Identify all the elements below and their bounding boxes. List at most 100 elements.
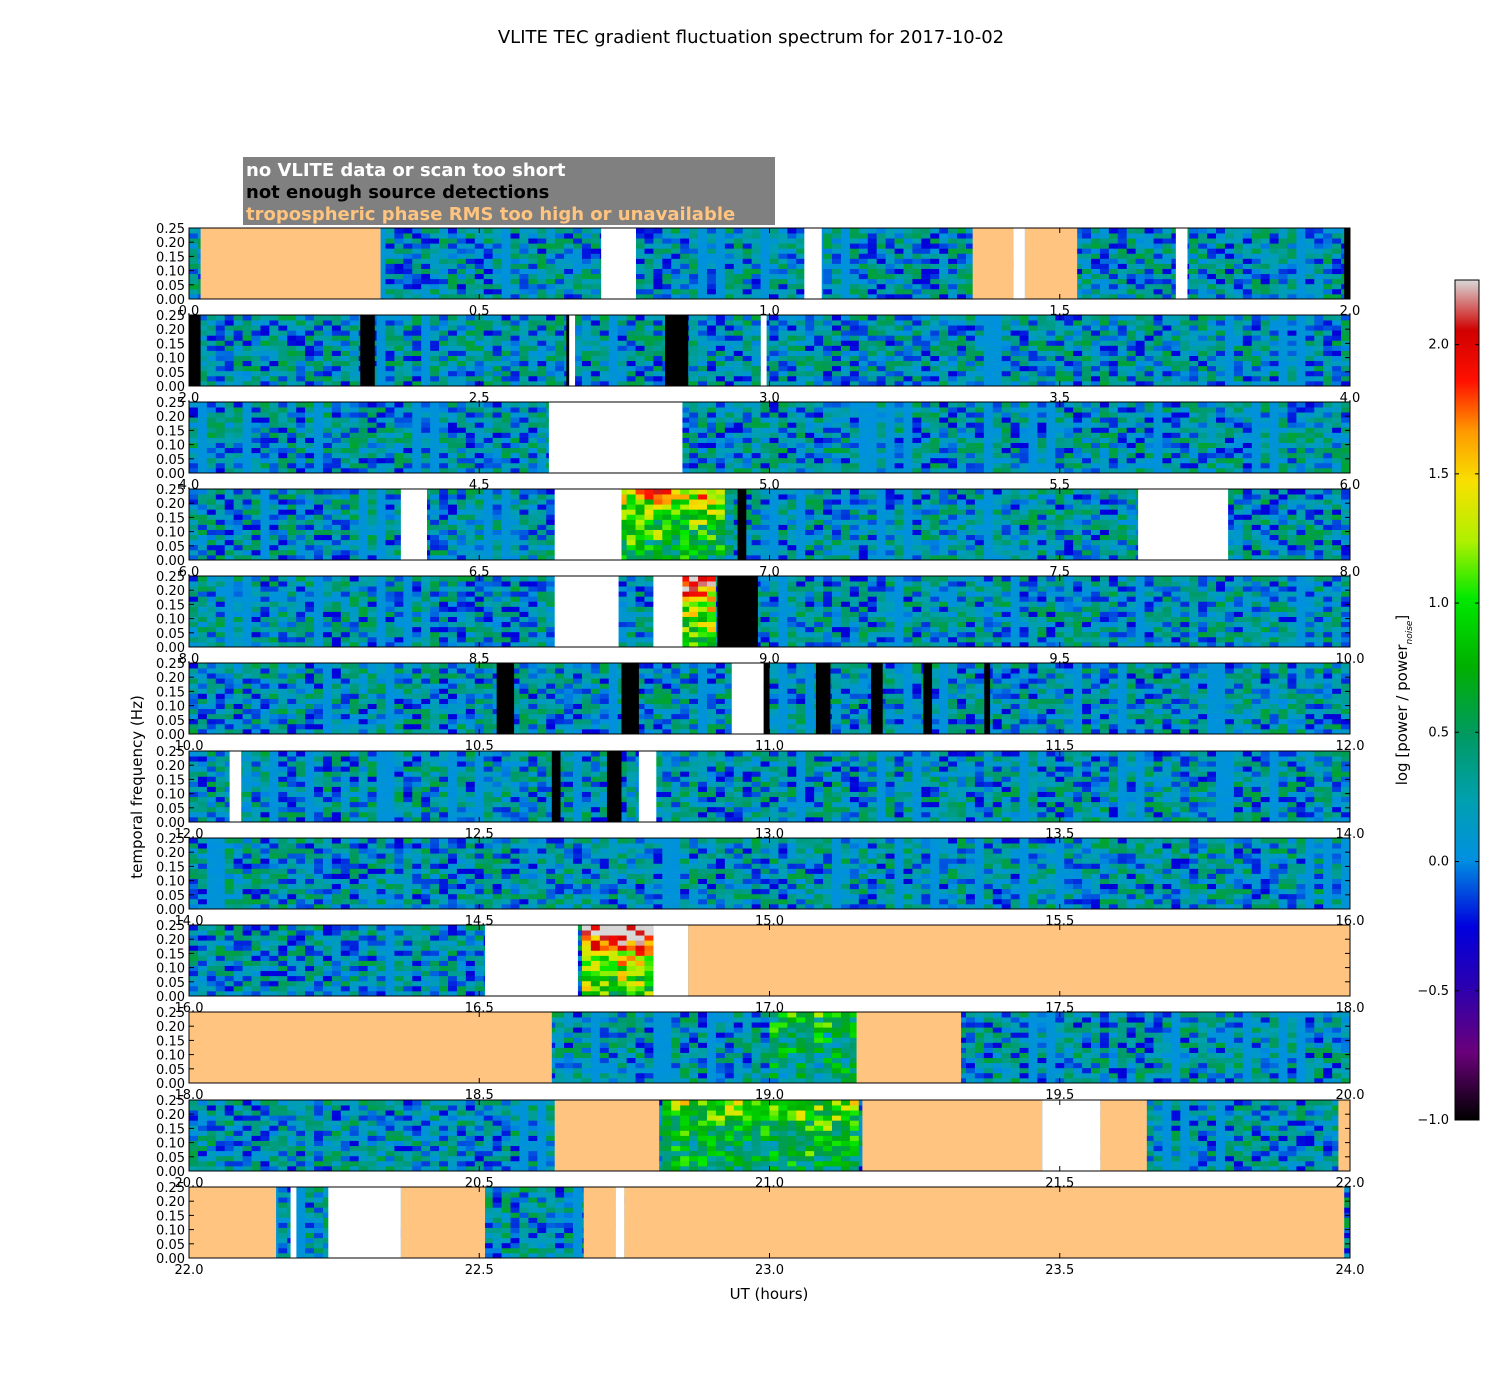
- spectrum-cell: [1171, 356, 1180, 361]
- spectrum-cell: [537, 264, 546, 269]
- spectrum-cell: [1145, 274, 1154, 279]
- spectrum-cell: [1323, 258, 1332, 263]
- spectrum-cell: [823, 325, 832, 330]
- spectrum-cell: [841, 238, 850, 243]
- spectrum-cell: [689, 330, 698, 335]
- spectrum-cell: [680, 289, 689, 294]
- spectrum-cell: [832, 361, 841, 366]
- spectrum-cell: [1225, 335, 1234, 340]
- spectrum-cell: [1216, 356, 1225, 361]
- spectrum-cell: [1216, 269, 1225, 274]
- spectrum-cell: [948, 376, 957, 381]
- spectrum-cell: [511, 356, 520, 361]
- spectrum-cell: [394, 351, 403, 356]
- spectrum-cell: [1127, 315, 1136, 320]
- spectrum-cell: [546, 335, 555, 340]
- spectrum-cell: [269, 340, 278, 345]
- spectrum-cell: [537, 325, 546, 330]
- spectrum-cell: [868, 238, 877, 243]
- spectrum-cell: [680, 238, 689, 243]
- spectrum-cell: [1100, 340, 1109, 345]
- spectrum-cell: [546, 366, 555, 371]
- spectrum-cell: [725, 289, 734, 294]
- spectrum-cell: [1207, 289, 1216, 294]
- spectrum-cell: [903, 264, 912, 269]
- spectrum-cell: [627, 345, 636, 350]
- spectrum-cell: [850, 366, 859, 371]
- spectrum-cell: [502, 238, 511, 243]
- spectrum-cell: [841, 366, 850, 371]
- spectrum-cell: [770, 264, 779, 269]
- spectrum-cell: [707, 335, 716, 340]
- spectrum-cell: [528, 356, 537, 361]
- spectrum-cell: [1261, 361, 1270, 366]
- spectrum-cell: [1162, 351, 1171, 356]
- spectrum-cell: [1109, 376, 1118, 381]
- spectrum-cell: [832, 366, 841, 371]
- spectrum-cell: [1162, 320, 1171, 325]
- spectrum-cell: [546, 356, 555, 361]
- spectrum-cell: [752, 243, 761, 248]
- spectrum-cell: [689, 371, 698, 376]
- spectrum-cell: [412, 264, 421, 269]
- spectrum-cell: [555, 335, 564, 340]
- spectrum-cell: [1296, 253, 1305, 258]
- spectrum-cell: [680, 258, 689, 263]
- spectrum-cell: [394, 258, 403, 263]
- spectrum-cell: [546, 269, 555, 274]
- spectrum-cell: [1011, 366, 1020, 371]
- spectrum-cell: [1109, 228, 1118, 233]
- spectrum-cell: [207, 320, 216, 325]
- spectrum-cell: [752, 366, 761, 371]
- spectrum-cell: [1305, 356, 1314, 361]
- spectrum-cell: [1243, 330, 1252, 335]
- spectrum-cell: [1225, 315, 1234, 320]
- spectrum-cell: [1064, 325, 1073, 330]
- spectrum-cell: [859, 248, 868, 253]
- spectrum-cell: [323, 335, 332, 340]
- spectrum-cell: [1028, 356, 1037, 361]
- spectrum-cell: [225, 366, 234, 371]
- spectrum-cell: [1154, 366, 1163, 371]
- spectrum-cell: [537, 279, 546, 284]
- spectrum-cell: [841, 320, 850, 325]
- spectrum-cell: [770, 351, 779, 356]
- spectrum-cell: [582, 264, 591, 269]
- spectrum-cell: [948, 320, 957, 325]
- spectrum-cell: [832, 335, 841, 340]
- spectrum-cell: [1252, 253, 1261, 258]
- spectrum-cell: [644, 330, 653, 335]
- spectrum-cell: [805, 340, 814, 345]
- spectrum-cell: [448, 330, 457, 335]
- spectrum-cell: [1207, 320, 1216, 325]
- spectrum-cell: [1296, 351, 1305, 356]
- spectrum-cell: [582, 376, 591, 381]
- spectrum-cell: [859, 361, 868, 366]
- spectrum-cell: [743, 345, 752, 350]
- spectrum-cell: [537, 228, 546, 233]
- spectrum-cell: [770, 279, 779, 284]
- spectrum-cell: [564, 243, 573, 248]
- spectrum-cell: [278, 325, 287, 330]
- spectrum-cell: [421, 325, 430, 330]
- spectrum-cell: [778, 248, 787, 253]
- spectrum-cell: [278, 345, 287, 350]
- spectrum-cell: [671, 264, 680, 269]
- spectrum-cell: [868, 284, 877, 289]
- spectrum-cell: [877, 243, 886, 248]
- spectrum-cell: [573, 238, 582, 243]
- spectrum-cell: [1127, 228, 1136, 233]
- spectrum-cell: [546, 371, 555, 376]
- spectrum-cell: [743, 320, 752, 325]
- spectrum-cell: [1341, 335, 1350, 340]
- spectrum-cell: [278, 371, 287, 376]
- spectrum-cell: [1243, 284, 1252, 289]
- spectrum-cell: [377, 325, 386, 330]
- spectrum-cell: [1046, 340, 1055, 345]
- spectrum-cell: [296, 351, 305, 356]
- spectrum-cell: [850, 351, 859, 356]
- spectrum-cell: [761, 238, 770, 243]
- spectrum-cell: [948, 264, 957, 269]
- spectrum-cell: [1296, 279, 1305, 284]
- spectrum-cell: [1118, 269, 1127, 274]
